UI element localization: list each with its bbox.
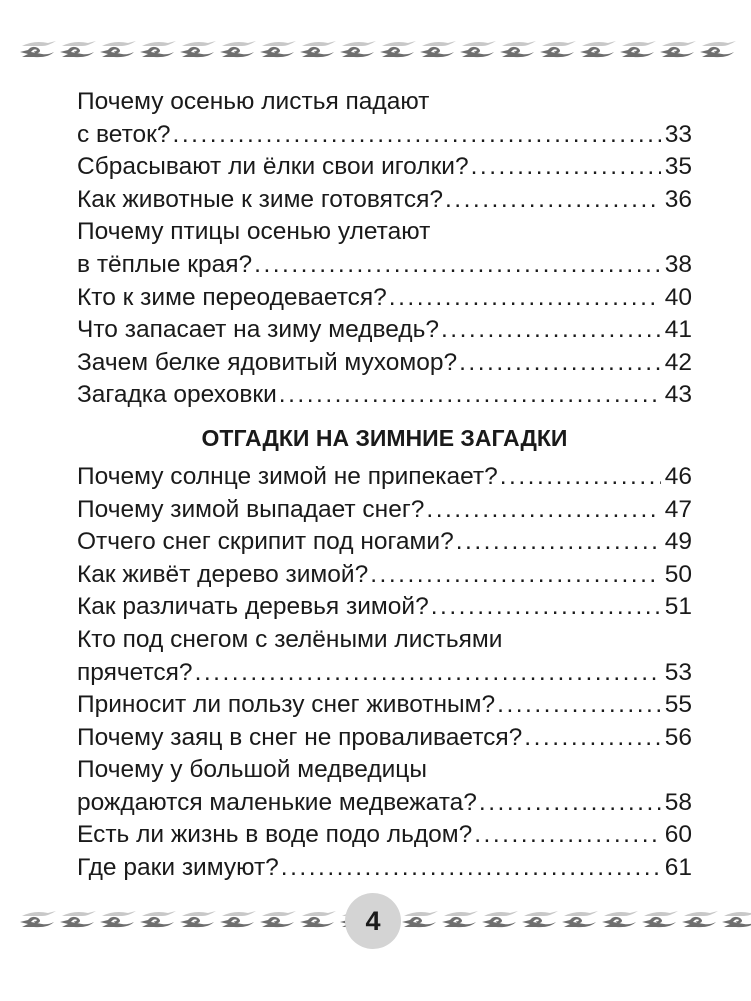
dot-leader — [500, 461, 661, 494]
toc-entry-title: Как различать деревья зимой? — [77, 593, 429, 621]
toc-entry[interactable]: Почему осенью листья падают с веток? 33 — [77, 86, 692, 151]
toc-entry-title: Почему солнце зимой не припекает? — [77, 462, 498, 490]
toc-entry-title: Как животные к зиме готовятся? — [77, 185, 443, 213]
dot-leader — [459, 347, 661, 380]
toc-entry-page: 53 — [664, 658, 692, 686]
toc-entry-page: 33 — [664, 120, 692, 148]
toc-entry[interactable]: Загадка ореховки 43 — [77, 379, 692, 412]
dot-leader — [497, 689, 661, 722]
dot-leader — [456, 526, 661, 559]
toc-entry-page: 38 — [664, 250, 692, 278]
toc-entry-page: 35 — [664, 153, 692, 181]
section-heading: ОТГАДКИ НА ЗИМНИЕ ЗАГАДКИ — [201, 424, 568, 451]
toc-entry-page: 51 — [664, 593, 692, 621]
toc-entry-title: Зачем белке ядовитый мухомор? — [77, 348, 458, 376]
wave-ornament-bottom-left-icon — [18, 910, 376, 928]
toc-entry[interactable]: Как различать деревья зимой? 51 — [77, 591, 692, 624]
toc-entry[interactable]: Приносит ли пользу снег животным? 55 — [77, 689, 692, 722]
toc-entry-page: 40 — [664, 283, 692, 311]
toc-entry-title: Почему зимой выпадает снег? — [77, 495, 425, 523]
toc-entry-page: 47 — [664, 495, 692, 523]
dot-leader — [279, 379, 661, 412]
toc-entry-title: рождаются маленькие медвежата? — [77, 788, 477, 816]
dot-leader — [173, 119, 661, 152]
toc-entry-title: Почему заяц в снег не проваливается? — [77, 723, 523, 751]
dot-leader — [474, 819, 661, 852]
toc-entry-page: 43 — [664, 381, 692, 409]
toc-entry-title: Приносит ли пользу снег животным? — [77, 691, 496, 719]
dot-leader — [254, 249, 661, 282]
toc-entry-title: Кто к зиме переодевается? — [77, 283, 387, 311]
toc-entry-page: 55 — [664, 691, 692, 719]
toc-entry-title: с веток? — [77, 120, 171, 148]
toc-entry-page: 50 — [664, 560, 692, 588]
wave-ornament-bottom-right-icon — [400, 910, 751, 928]
toc-entry-page: 60 — [664, 821, 692, 849]
toc-entry-page: 46 — [664, 462, 692, 490]
toc-entry-page: 49 — [664, 528, 692, 556]
toc-entry-page: 42 — [664, 348, 692, 376]
toc-entry-page: 41 — [664, 316, 692, 344]
toc-entry-title: прячется? — [77, 658, 193, 686]
toc-entry-title: Загадка ореховки — [77, 381, 277, 409]
toc-entry[interactable]: Есть ли жизнь в воде подо льдом? 60 — [77, 819, 692, 852]
dot-leader — [370, 559, 661, 592]
toc-entry-title: Есть ли жизнь в воде подо льдом? — [77, 821, 473, 849]
dot-leader — [426, 494, 660, 527]
page-number: 4 — [345, 893, 401, 949]
toc-entry[interactable]: Отчего снег скрипит под ногами? 49 — [77, 526, 692, 559]
toc-entry-title: Почему у большой медведицы — [77, 756, 427, 784]
dot-leader — [281, 852, 661, 885]
toc-entry[interactable]: Почему птицы осенью улетают в тёплые края… — [77, 216, 692, 281]
dot-leader — [445, 184, 661, 217]
toc-entry[interactable]: Кто под снегом с зелёными листьями прячет… — [77, 624, 692, 689]
toc-entry-page: 36 — [664, 185, 692, 213]
toc-entry-title: Кто под снегом с зелёными листьями — [77, 625, 503, 653]
toc-entry-title: Как живёт дерево зимой? — [77, 560, 369, 588]
toc-entry-title: в тёплые края? — [77, 250, 253, 278]
wave-ornament-top-icon — [18, 40, 738, 58]
toc-entry[interactable]: Где раки зимуют? 61 — [77, 852, 692, 885]
toc-entry-title: Отчего снег скрипит под ногами? — [77, 528, 454, 556]
toc-entry[interactable]: Почему солнце зимой не припекает? 46 — [77, 461, 692, 494]
dot-leader — [441, 314, 661, 347]
toc-entry-title: Почему осенью листья падают — [77, 88, 430, 115]
dot-leader — [479, 787, 661, 820]
dot-leader — [195, 657, 661, 690]
toc-entry[interactable]: Что запасает на зиму медведь? 41 — [77, 314, 692, 347]
dot-leader — [389, 282, 661, 315]
toc-entry-title: Что запасает на зиму медведь? — [77, 316, 439, 344]
toc-entry[interactable]: Сбрасывают ли ёлки свои иголки? 35 — [77, 151, 692, 184]
dot-leader — [524, 722, 660, 755]
toc-entry[interactable]: Как животные к зиме готовятся? 36 — [77, 184, 692, 217]
toc-entry[interactable]: Кто к зиме переодевается? 40 — [77, 282, 692, 315]
toc-entry[interactable]: Почему заяц в снег не проваливается? 56 — [77, 722, 692, 755]
toc-entry-page: 61 — [664, 854, 692, 882]
toc-entry[interactable]: Почему у большой медведицы рождаются мале… — [77, 754, 692, 819]
dot-leader — [471, 151, 661, 184]
toc-entry-title: Сбрасывают ли ёлки свои иголки? — [77, 153, 469, 181]
toc-entry[interactable]: Как живёт дерево зимой? 50 — [77, 559, 692, 592]
toc-entry-page: 56 — [664, 723, 692, 751]
toc-entry[interactable]: Почему зимой выпадает снег? 47 — [77, 494, 692, 527]
toc-entry-page: 58 — [664, 788, 692, 816]
toc-entry-title: Где раки зимуют? — [77, 854, 279, 882]
toc-entry-title: Почему птицы осенью улетают — [77, 218, 431, 246]
dot-leader — [431, 591, 661, 624]
toc-entry[interactable]: Зачем белке ядовитый мухомор? 42 — [77, 347, 692, 380]
table-of-contents: Почему осенью листья падают с веток? 33 Сбр… — [77, 86, 692, 885]
